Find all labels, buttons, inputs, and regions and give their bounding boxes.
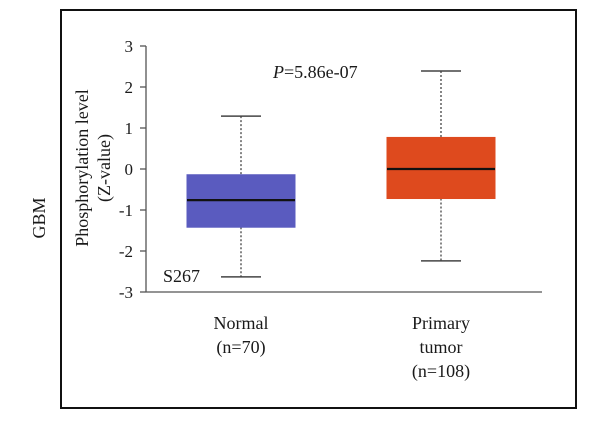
x-label-tumor-line1: Primary xyxy=(412,313,470,333)
p-value-symbol: P xyxy=(272,62,284,82)
y-tick-label: -2 xyxy=(119,242,133,261)
x-label-tumor-line2: tumor xyxy=(420,337,463,357)
y-tick-label: -3 xyxy=(119,283,133,302)
figure-frame xyxy=(60,9,577,409)
y-axis-label-line1: Phosphorylation level xyxy=(72,89,92,246)
y-axis-label-line2: (Z-value) xyxy=(94,134,115,202)
box-plots xyxy=(186,70,496,278)
p-value-annotation: P=5.86e-07 xyxy=(272,62,358,82)
p-value-text: =5.86e-07 xyxy=(284,62,358,82)
y-tick-label: 2 xyxy=(125,78,134,97)
x-label-normal-line1: Normal xyxy=(214,313,269,333)
y-ticks: 3 2 1 0 -1 -2 -3 xyxy=(119,37,146,302)
x-label-normal-line2: (n=70) xyxy=(216,337,265,358)
x-label-tumor-line3: (n=108) xyxy=(412,361,470,382)
y-tick-label: 3 xyxy=(125,37,134,56)
y-tick-label: 1 xyxy=(125,119,134,138)
y-tick-label: -1 xyxy=(119,201,133,220)
side-label: GBM xyxy=(29,197,49,238)
site-label: S267 xyxy=(163,266,200,286)
y-tick-label: 0 xyxy=(125,160,134,179)
